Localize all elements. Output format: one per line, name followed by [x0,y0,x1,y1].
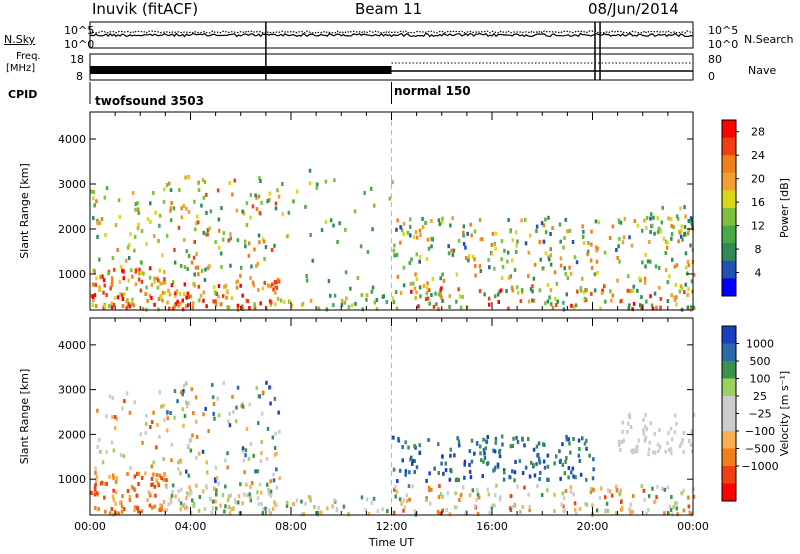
date-title: 08/Jun/2014 [588,0,679,18]
velocity-colorbar-seg-0 [722,326,736,344]
velocity-colorbar-seg-8 [722,466,736,484]
station-title: Inuvik (fitACF) [92,0,199,18]
xtick-3: 12:00 [376,520,408,533]
power-colorbar-seg-2 [722,155,736,174]
velocity-colorbar-seg-6 [722,431,736,449]
velocity-ytick-3: 4000 [58,339,86,352]
nsky-line [89,32,694,38]
power-ytick-3: 4000 [58,133,86,146]
xtick-1: 04:00 [175,520,207,533]
velocity-cbtick-5: −100 [745,425,775,438]
freq-tick-bottom: 8 [76,70,83,83]
nave-label: Nave [748,64,777,77]
velocity-cbtick-7: −1000 [741,460,778,473]
power-colorbar-seg-1 [722,137,736,156]
power-ytick-1: 2000 [58,223,86,236]
velocity-cbtick-6: −500 [745,443,775,456]
nsearch-line [89,30,694,34]
x-axis-label: Time UT [368,536,414,549]
power-pixels [90,168,696,312]
velocity-ytick-1: 2000 [58,428,86,441]
power-cbtick-3: 16 [751,196,765,209]
power-ylabel: Slant Range [km] [18,163,31,259]
velocity-colorbar-seg-1 [722,343,736,362]
velocity-ytick-0: 1000 [58,473,86,486]
power-colorbar-seg-6 [722,225,736,244]
power-colorbar-seg-5 [722,208,736,227]
nsearch-label: N.Search [744,33,794,46]
power-cbtick-4: 20 [751,173,765,186]
xtick-6: 00:00 [677,520,709,533]
velocity-ylabel: Slant Range [km] [18,369,31,465]
beam-title: Beam 11 [355,0,423,18]
xtick-0: 00:00 [74,520,106,533]
freq-unit-label: [MHz] [6,63,36,74]
velocity-cbtick-4: −25 [748,408,771,421]
velocity-colorbar-seg-2 [722,361,736,379]
velocity-colorbar-seg-5 [722,413,736,432]
velocity-colorbar-seg-3 [722,378,736,397]
nsky-tick-bottom: 10^0 [64,38,95,51]
power-cbtick-0: 4 [755,267,762,280]
velocity-ytick-2: 3000 [58,384,86,397]
nave-tick-top: 80 [708,53,722,66]
power-cbtick-1: 8 [755,243,762,256]
nsky-tick-top: 10^5 [64,24,95,37]
xtick-5: 20:00 [577,520,609,533]
power-colorbar-frame [721,119,737,297]
velocity-colorbar-seg-7 [722,448,736,467]
nsearch-tick-bottom: 10^0 [708,38,739,51]
power-ytick-0: 1000 [58,268,86,281]
velocity-pixels [90,380,696,517]
nsky-label: N.Sky [4,33,36,46]
power-cbtick-6: 28 [751,126,765,139]
freq-label: Freq. [16,51,41,62]
freq-tick-top: 18 [70,53,84,66]
nsearch-tick-top: 10^5 [708,24,739,37]
power-colorbar-seg-3 [722,172,736,191]
velocity-colorbar-label: Velocity [m s⁻¹] [778,371,791,456]
freq-trace-twofsound [90,66,392,74]
power-cbtick-5: 24 [751,149,765,162]
power-ytick-2: 3000 [58,178,86,191]
power-cbtick-2: 12 [751,220,765,233]
cpid-label: CPID [8,88,38,101]
power-colorbar-seg-8 [722,260,736,279]
velocity-cbtick-1: 500 [750,355,771,368]
velocity-colorbar-seg-9 [722,483,736,502]
xtick-4: 16:00 [476,520,508,533]
cpid-mode-2: normal 150 [394,84,471,98]
power-colorbar-seg-4 [722,190,736,209]
power-colorbar-seg-7 [722,243,736,262]
power-colorbar-seg-0 [722,120,736,139]
velocity-cbtick-3: 25 [753,390,767,403]
power-colorbar-label: Power [dB] [778,178,791,238]
power-colorbar-seg-9 [722,278,736,297]
velocity-colorbar-seg-4 [722,396,736,414]
xtick-2: 08:00 [275,520,307,533]
velocity-cbtick-2: 100 [750,373,771,386]
nave-tick-bottom: 0 [708,70,715,83]
velocity-cbtick-0: 1000 [746,338,774,351]
cpid-mode-1: twofsound 3503 [95,94,204,108]
